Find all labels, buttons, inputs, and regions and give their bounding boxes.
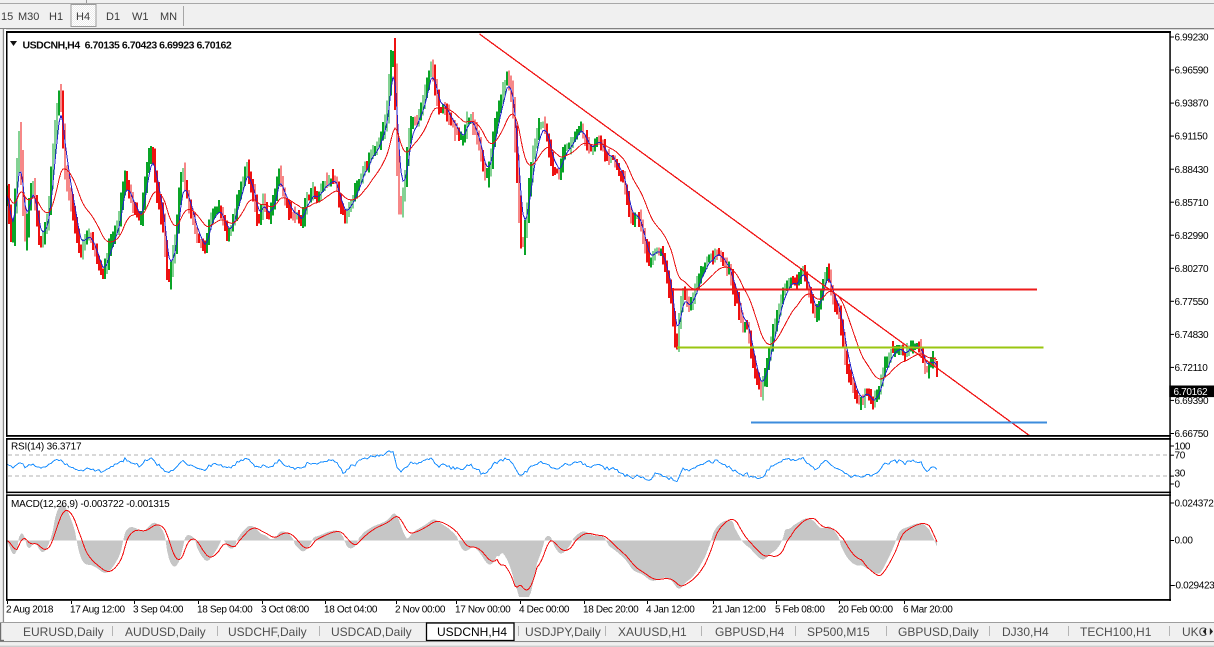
svg-text:GBPUSD,H4: GBPUSD,H4 — [715, 625, 785, 639]
svg-text:6.74830: 6.74830 — [1175, 330, 1209, 341]
svg-text:0: 0 — [1175, 479, 1181, 490]
svg-text:4 Jan 12:00: 4 Jan 12:00 — [646, 605, 695, 616]
svg-text:6.70162: 6.70162 — [1174, 387, 1208, 398]
svg-text:6.88430: 6.88430 — [1175, 165, 1209, 176]
svg-text:18 Dec 20:00: 18 Dec 20:00 — [583, 605, 639, 616]
svg-text:M30: M30 — [18, 11, 39, 23]
svg-text:17 Nov 00:00: 17 Nov 00:00 — [455, 605, 511, 616]
svg-text:USDCAD,Daily: USDCAD,Daily — [331, 625, 412, 639]
svg-text:5 Feb 08:00: 5 Feb 08:00 — [775, 605, 825, 616]
svg-text:EURUSD,Daily: EURUSD,Daily — [23, 625, 104, 639]
svg-text:MACD(12,26,9) -0.003722 -0.001: MACD(12,26,9) -0.003722 -0.001315 — [11, 499, 170, 510]
svg-text:H1: H1 — [49, 11, 63, 23]
svg-text:6 Mar 20:00: 6 Mar 20:00 — [903, 605, 953, 616]
svg-text:0.00: 0.00 — [1175, 536, 1194, 547]
svg-text:18 Sep 04:00: 18 Sep 04:00 — [197, 605, 253, 616]
svg-text:6.69390: 6.69390 — [1175, 396, 1209, 407]
svg-text:6.93870: 6.93870 — [1175, 99, 1209, 110]
svg-text:-0.029423: -0.029423 — [1173, 581, 1214, 592]
svg-text:3 Oct 08:00: 3 Oct 08:00 — [261, 605, 310, 616]
svg-text:4 Dec 00:00: 4 Dec 00:00 — [519, 605, 570, 616]
svg-text:17 Aug 12:00: 17 Aug 12:00 — [70, 605, 126, 616]
svg-text:6.80270: 6.80270 — [1175, 264, 1209, 275]
svg-text:GBPUSD,Daily: GBPUSD,Daily — [898, 625, 979, 639]
svg-text:USDCNH,H4 6.70135 6.70423 6.6: USDCNH,H4 6.70135 6.70423 6.69923 6.7016… — [23, 40, 232, 52]
svg-text:D1: D1 — [106, 11, 120, 23]
svg-text:3 Sep 04:00: 3 Sep 04:00 — [133, 605, 184, 616]
svg-text:AUDUSD,Daily: AUDUSD,Daily — [125, 625, 206, 639]
svg-text:2 Nov 00:00: 2 Nov 00:00 — [395, 605, 446, 616]
svg-text:XAUUSD,H1: XAUUSD,H1 — [618, 625, 687, 639]
svg-text:6.72110: 6.72110 — [1175, 363, 1209, 374]
svg-text:15: 15 — [1, 11, 13, 23]
svg-text:W1: W1 — [132, 11, 149, 23]
svg-text:100: 100 — [1175, 441, 1191, 452]
svg-text:6.99230: 6.99230 — [1175, 33, 1209, 44]
svg-text:USDJPY,Daily: USDJPY,Daily — [525, 625, 601, 639]
svg-text:18 Oct 04:00: 18 Oct 04:00 — [324, 605, 378, 616]
svg-text:USDCHF,Daily: USDCHF,Daily — [228, 625, 307, 639]
svg-text:0.024372: 0.024372 — [1175, 499, 1214, 510]
svg-text:30: 30 — [1175, 469, 1186, 480]
svg-text:USDCNH,H4: USDCNH,H4 — [437, 625, 507, 639]
svg-text:6.96590: 6.96590 — [1175, 66, 1209, 77]
svg-text:UKC: UKC — [1182, 625, 1208, 639]
svg-text:70: 70 — [1175, 451, 1186, 462]
svg-text:21 Jan 12:00: 21 Jan 12:00 — [712, 605, 766, 616]
svg-text:6.85710: 6.85710 — [1175, 198, 1209, 209]
svg-text:TECH100,H1: TECH100,H1 — [1080, 625, 1152, 639]
svg-text:6.82990: 6.82990 — [1175, 231, 1209, 242]
svg-text:20 Feb 00:00: 20 Feb 00:00 — [838, 605, 894, 616]
svg-text:6.77550: 6.77550 — [1175, 297, 1209, 308]
svg-text:2 Aug 2018: 2 Aug 2018 — [6, 605, 54, 616]
svg-text:RSI(14) 36.3717: RSI(14) 36.3717 — [11, 442, 82, 453]
svg-text:SP500,M15: SP500,M15 — [807, 625, 870, 639]
svg-text:6.91150: 6.91150 — [1175, 132, 1209, 143]
svg-text:MN: MN — [160, 11, 177, 23]
svg-text:6.66750: 6.66750 — [1175, 429, 1209, 440]
svg-text:H4: H4 — [76, 11, 90, 23]
svg-text:DJ30,H4: DJ30,H4 — [1002, 625, 1049, 639]
